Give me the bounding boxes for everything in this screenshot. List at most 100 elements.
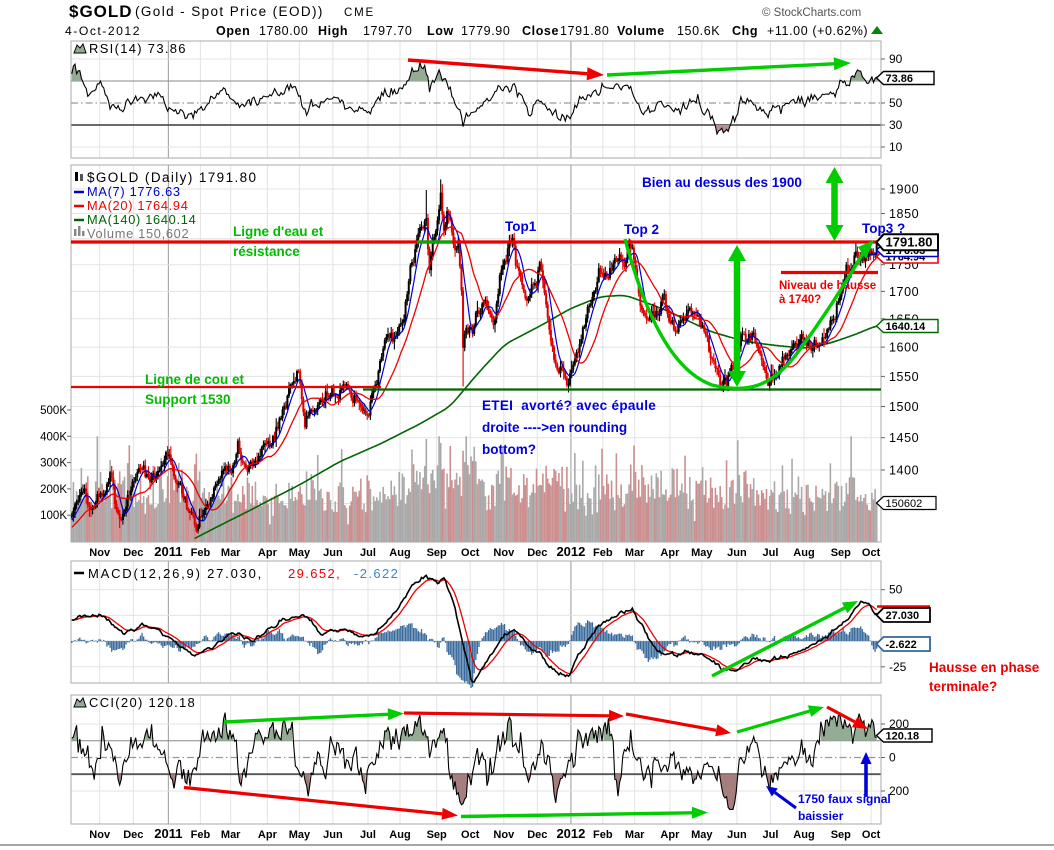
svg-text:2011: 2011: [154, 826, 182, 841]
svg-text:Jun: Jun: [323, 829, 343, 841]
svg-text:Dec: Dec: [123, 829, 143, 841]
svg-text:200: 200: [889, 784, 909, 798]
svg-text:Aug: Aug: [389, 829, 410, 841]
svg-text:Mar: Mar: [625, 547, 645, 559]
svg-text:Jun: Jun: [323, 547, 343, 559]
svg-text:1640.14: 1640.14: [886, 321, 927, 333]
svg-text:Feb: Feb: [191, 547, 211, 559]
svg-text:Nov: Nov: [89, 829, 111, 841]
svg-text:Low: Low: [427, 24, 454, 38]
svg-text:1900: 1900: [889, 183, 919, 197]
svg-text:1550: 1550: [889, 370, 919, 384]
svg-text:Volume 150,602: Volume 150,602: [87, 226, 189, 241]
svg-text:Oct: Oct: [862, 829, 881, 841]
svg-text:$GOLD (Daily) 1791.80: $GOLD (Daily) 1791.80: [87, 170, 257, 185]
svg-text:Sep: Sep: [831, 547, 851, 559]
svg-text:baissier: baissier: [798, 809, 844, 823]
svg-text:Jul: Jul: [360, 829, 376, 841]
svg-text:50: 50: [889, 96, 903, 110]
svg-text:-2.622: -2.622: [886, 639, 917, 651]
svg-text:500K: 500K: [40, 405, 67, 417]
svg-text:Top1: Top1: [505, 219, 537, 234]
svg-text:Aug: Aug: [793, 829, 814, 841]
svg-text:0: 0: [889, 751, 896, 765]
svg-text:Jun: Jun: [727, 547, 747, 559]
svg-text:Support 1530: Support 1530: [145, 392, 231, 407]
svg-text:1779.90: 1779.90: [461, 24, 510, 38]
svg-text:Mar: Mar: [625, 829, 645, 841]
svg-text:Mar: Mar: [221, 547, 241, 559]
svg-text:CME: CME: [344, 7, 375, 19]
svg-text:150602: 150602: [886, 498, 923, 510]
svg-text:Volume: Volume: [617, 24, 665, 38]
svg-text:Sep: Sep: [831, 829, 851, 841]
svg-text:1791.80: 1791.80: [886, 234, 933, 249]
svg-text:Top 2: Top 2: [624, 222, 659, 237]
svg-text:terminale?: terminale?: [929, 679, 997, 694]
svg-text:Sep: Sep: [427, 829, 447, 841]
svg-text:1450: 1450: [889, 431, 919, 445]
svg-text:Oct: Oct: [461, 547, 480, 559]
svg-text:150.6K: 150.6K: [677, 24, 720, 38]
svg-text:Dec: Dec: [123, 547, 143, 559]
svg-text:May: May: [691, 547, 713, 559]
svg-text:Apr: Apr: [258, 547, 278, 559]
svg-text:-25: -25: [889, 660, 907, 674]
svg-text:Top3 ?: Top3 ?: [862, 221, 905, 236]
svg-text:Niveau de hausse: Niveau de hausse: [779, 280, 876, 292]
svg-text:Feb: Feb: [593, 547, 613, 559]
svg-text:+11.00 (+0.62%): +11.00 (+0.62%): [767, 24, 868, 38]
svg-text:Apr: Apr: [258, 829, 278, 841]
svg-text:1700: 1700: [889, 285, 919, 299]
svg-text:100K: 100K: [40, 510, 67, 522]
svg-text:RSI(14) 73.86: RSI(14) 73.86: [89, 41, 187, 56]
svg-text:CCI(20) 120.18: CCI(20) 120.18: [89, 695, 196, 710]
svg-text:Hausse en phase: Hausse en phase: [929, 660, 1040, 675]
svg-text:200K: 200K: [40, 484, 67, 496]
svg-text:200: 200: [889, 717, 909, 731]
svg-text:Jul: Jul: [360, 547, 376, 559]
svg-text:High: High: [318, 24, 348, 38]
svg-text:1750 faux signal: 1750 faux signal: [798, 792, 891, 806]
svg-text:1780.00: 1780.00: [259, 24, 308, 38]
svg-text:Jul: Jul: [763, 547, 779, 559]
svg-text:Nov: Nov: [89, 547, 111, 559]
svg-text:Feb: Feb: [593, 829, 613, 841]
svg-text:90: 90: [889, 52, 903, 66]
svg-text:73.86: 73.86: [886, 73, 914, 85]
svg-text:4-Oct-2012: 4-Oct-2012: [65, 24, 141, 38]
svg-text:MA(140) 1640.14: MA(140) 1640.14: [87, 212, 196, 227]
svg-text:Aug: Aug: [793, 547, 814, 559]
svg-text:Ligne d'eau et: Ligne d'eau et: [233, 224, 324, 239]
svg-text:27.030: 27.030: [886, 610, 920, 622]
svg-text:May: May: [289, 829, 311, 841]
svg-text:Chg: Chg: [732, 24, 758, 38]
svg-text:May: May: [289, 547, 311, 559]
svg-text:300K: 300K: [40, 458, 67, 470]
svg-text:30: 30: [889, 118, 903, 132]
svg-text:Sep: Sep: [427, 547, 447, 559]
svg-text:Apr: Apr: [660, 829, 680, 841]
svg-text:Open: Open: [216, 24, 250, 38]
svg-text:2011: 2011: [154, 544, 182, 559]
svg-text:10: 10: [889, 140, 903, 154]
svg-text:Nov: Nov: [493, 829, 515, 841]
svg-text:Close: Close: [522, 24, 559, 38]
svg-text:400K: 400K: [40, 431, 67, 443]
svg-text:1500: 1500: [889, 400, 919, 414]
svg-text:$GOLD: $GOLD: [69, 2, 133, 21]
svg-text:© StockCharts.com: © StockCharts.com: [762, 7, 861, 19]
svg-text:Jun: Jun: [727, 829, 747, 841]
svg-text:MA(7) 1776.63: MA(7) 1776.63: [87, 184, 181, 199]
svg-text:ETEI avorté? avec épaule: ETEI avorté? avec épaule: [482, 398, 656, 413]
svg-text:bottom?: bottom?: [482, 442, 536, 457]
svg-text:à 1740?: à 1740?: [779, 294, 821, 306]
svg-text:120.18: 120.18: [886, 731, 920, 743]
svg-text:50: 50: [889, 583, 903, 597]
svg-text:1850: 1850: [889, 207, 919, 221]
svg-text:May: May: [691, 829, 713, 841]
svg-text:1797.70: 1797.70: [363, 24, 412, 38]
svg-text:Dec: Dec: [527, 547, 547, 559]
svg-text:Jul: Jul: [763, 829, 779, 841]
svg-text:Bien au dessus des 1900: Bien au dessus des 1900: [642, 175, 802, 190]
